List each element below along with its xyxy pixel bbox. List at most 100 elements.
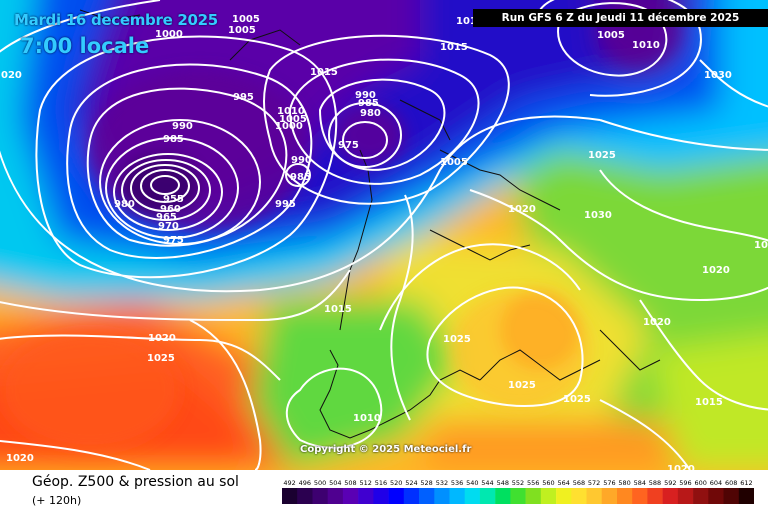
scale-swatch: [388, 488, 405, 504]
isobar-label: 1005: [232, 14, 260, 25]
isobar-label: 1015: [324, 304, 352, 315]
scale-tick-label: 596: [679, 479, 691, 487]
scale-swatch: [632, 488, 648, 504]
isobar-label: 1020: [754, 240, 768, 251]
isobar-label: 1000: [275, 121, 303, 132]
scale-tick-label: 588: [649, 479, 661, 487]
scale-swatch: [617, 488, 633, 504]
scale-swatch: [312, 488, 328, 504]
scale-swatch: [479, 488, 496, 504]
scale-tick-label: 524: [405, 479, 417, 487]
scale-swatch: [495, 488, 511, 504]
scale-swatch: [464, 488, 481, 504]
scale-swatch: [601, 488, 618, 504]
scale-tick-label: 532: [436, 479, 448, 487]
scale-tick-label: 552: [512, 479, 524, 487]
scale-tick-label: 492: [283, 479, 295, 487]
scale-swatch: [327, 488, 344, 504]
scale-tick-label: 548: [497, 479, 509, 487]
scale-swatch: [282, 488, 298, 504]
isobar-label: 1030: [704, 70, 732, 81]
isobars: [0, 0, 768, 470]
forecast-offset: (+ 120h): [32, 494, 82, 507]
scale-swatch: [571, 488, 587, 504]
scale-swatch: [403, 488, 420, 504]
isobar-label: 1020: [643, 317, 671, 328]
isobar-label: 995: [275, 199, 296, 210]
isobar-label: 955: [163, 194, 184, 205]
scale-tick-label: 604: [710, 479, 722, 487]
isobar-label: 1025: [508, 380, 536, 391]
scale-swatch: [708, 488, 724, 504]
scale-tick-label: 556: [527, 479, 539, 487]
isobar-label: 970: [158, 221, 179, 232]
isobar-label: 985: [290, 172, 311, 183]
scale-swatch: [373, 488, 389, 504]
isobar-label: 980: [360, 108, 381, 119]
scale-tick-label: 612: [740, 479, 752, 487]
scale-tick-label: 544: [481, 479, 493, 487]
scale-swatch: [662, 488, 679, 504]
isobar-label: 975: [338, 140, 359, 151]
forecast-time: 7:00 locale: [20, 34, 150, 58]
scale-swatch: [297, 488, 313, 504]
run-info: Run GFS 6 Z du Jeudi 11 décembre 2025: [473, 9, 768, 27]
isobar-label: 1025: [588, 150, 616, 161]
scale-tick-label: 520: [390, 479, 402, 487]
color-scale: 492 496 500 504 508 512 516 520 524 528 532 536 540 5…: [282, 479, 754, 504]
scale-tick-label: 528: [420, 479, 432, 487]
isobar-label: 1025: [443, 334, 471, 345]
isobar-label: 1010: [277, 106, 305, 117]
scale-swatch: [525, 488, 542, 504]
scale-swatch: [419, 488, 435, 504]
scale-tick-label: 536: [451, 479, 463, 487]
forecast-date: Mardi 16 decembre 2025: [14, 11, 218, 29]
scale-tick-label: 568: [573, 479, 585, 487]
scale-tick-label: 540: [466, 479, 478, 487]
scale-tick-label: 584: [634, 479, 646, 487]
scale-swatch: [677, 488, 694, 504]
isobar-label: 1015: [695, 397, 723, 408]
isobar-label: 1015: [440, 42, 468, 53]
scale-swatch: [540, 488, 557, 504]
isobar-label: 995: [233, 92, 254, 103]
map-title: Géop. Z500 & pression au sol: [32, 474, 239, 490]
scale-tick-label: 516: [375, 479, 387, 487]
scale-swatch: [358, 488, 374, 504]
isobar-label: 1000: [155, 29, 183, 40]
isobar-label: 1005: [597, 30, 625, 41]
scale-tick-label: 600: [694, 479, 706, 487]
isobar-label: 1005: [440, 157, 468, 168]
scale-tick-label: 512: [359, 479, 371, 487]
isobar-label: 1020: [508, 204, 536, 215]
scale-swatch: [647, 488, 663, 504]
isobar-label: 1025: [563, 394, 591, 405]
weather-map: 1005 1005 1000 1015 1015 1005 1010 1030 …: [0, 0, 768, 470]
isobar-label: 990: [291, 155, 312, 166]
isobar-labels: 1005 1005 1000 1015 1015 1005 1010 1030 …: [1, 14, 768, 470]
isobar-label: 1030: [584, 210, 612, 221]
isobar-label: 975: [163, 235, 184, 246]
scale-swatch: [556, 488, 572, 504]
scale-tick-label: 504: [329, 479, 341, 487]
scale-tick-label: 572: [588, 479, 600, 487]
scale-tick-label: 496: [299, 479, 311, 487]
isobar-label: 1005: [228, 25, 256, 36]
isobar-label: 1005: [279, 114, 307, 125]
isobar-label: 980: [114, 199, 135, 210]
isobar-label: 985: [358, 98, 379, 109]
isobar-label: 990: [355, 90, 376, 101]
scale-swatch: [449, 488, 465, 504]
scale-swatch: [586, 488, 602, 504]
isobar-label: 990: [172, 121, 193, 132]
scale-tick-label: 560: [542, 479, 554, 487]
isobar-label: 1020: [702, 265, 730, 276]
isobar-label: 1025: [147, 353, 175, 364]
scale-tick-label: 592: [664, 479, 676, 487]
scale-swatch: [434, 488, 450, 504]
scale-tick-label: 580: [618, 479, 630, 487]
scale-swatch: [738, 488, 754, 504]
isobar-label: 985: [163, 134, 184, 145]
isobar-label: 1010: [632, 40, 660, 51]
isobar-label: 020: [1, 70, 22, 81]
